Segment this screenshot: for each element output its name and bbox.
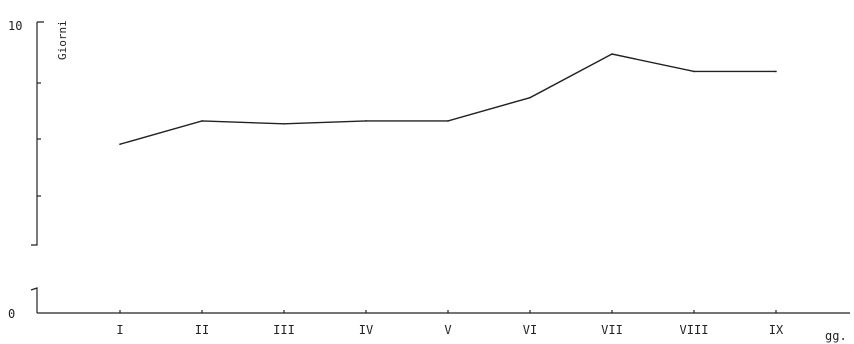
data-point (119, 143, 121, 146)
data-point (529, 96, 531, 99)
x-tick-label: IX (769, 323, 784, 337)
data-point (365, 120, 367, 122)
y-axis-lower (30, 287, 38, 313)
x-tick-label: VI (523, 323, 537, 337)
x-tick-label: IV (359, 323, 373, 337)
x-tick-labels: I II III IV V VI VII VIII IX (116, 310, 784, 337)
x-tick-label: V (444, 323, 451, 337)
data-point (611, 53, 613, 55)
x-tick-label: I (116, 323, 123, 337)
data-point (775, 70, 777, 73)
data-point (201, 120, 203, 122)
x-tick-label: VIII (680, 323, 709, 337)
x-tick-label: II (195, 323, 209, 337)
data-point (693, 70, 695, 73)
series-layer (119, 53, 777, 146)
x-tick-label: VII (601, 323, 623, 337)
x-tick-label: III (273, 323, 295, 337)
data-point (447, 120, 449, 122)
data-point (283, 123, 285, 125)
series-line (119, 53, 776, 145)
y-tick-label-0: 0 (8, 307, 15, 321)
y-axis-label: Giorni (56, 20, 69, 60)
y-tick-label-10: 10 (8, 19, 22, 33)
x-axis-label: gg. (825, 329, 847, 343)
y-axis-upper (31, 21, 44, 246)
